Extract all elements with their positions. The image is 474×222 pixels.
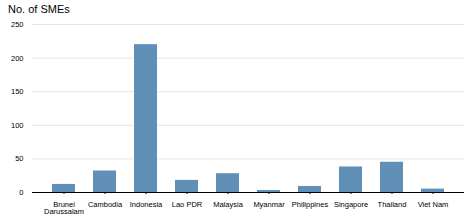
svg-text:200: 200: [11, 54, 24, 63]
svg-text:Indonesia: Indonesia: [130, 200, 163, 209]
svg-text:Singapore: Singapore: [334, 200, 368, 209]
svg-text:BruneiDarussalam: BruneiDarussalam: [44, 200, 84, 217]
svg-text:0: 0: [19, 188, 23, 197]
svg-text:100: 100: [11, 121, 24, 130]
svg-text:Lao PDR: Lao PDR: [172, 200, 203, 209]
svg-text:Myanmar: Myanmar: [253, 200, 285, 209]
svg-text:150: 150: [11, 87, 24, 96]
html-text:No. of SMEs: No. of SMEs: [8, 3, 70, 15]
svg-text:Philippines: Philippines: [292, 200, 329, 209]
svg-text:250: 250: [11, 20, 24, 29]
svg-text:Thailand: Thailand: [378, 200, 407, 209]
svg-text:Malaysia: Malaysia: [213, 200, 243, 209]
svg-text:Cambodia: Cambodia: [88, 200, 123, 209]
svg-text:Viet Nam: Viet Nam: [418, 200, 449, 209]
svg-text:50: 50: [15, 154, 23, 163]
